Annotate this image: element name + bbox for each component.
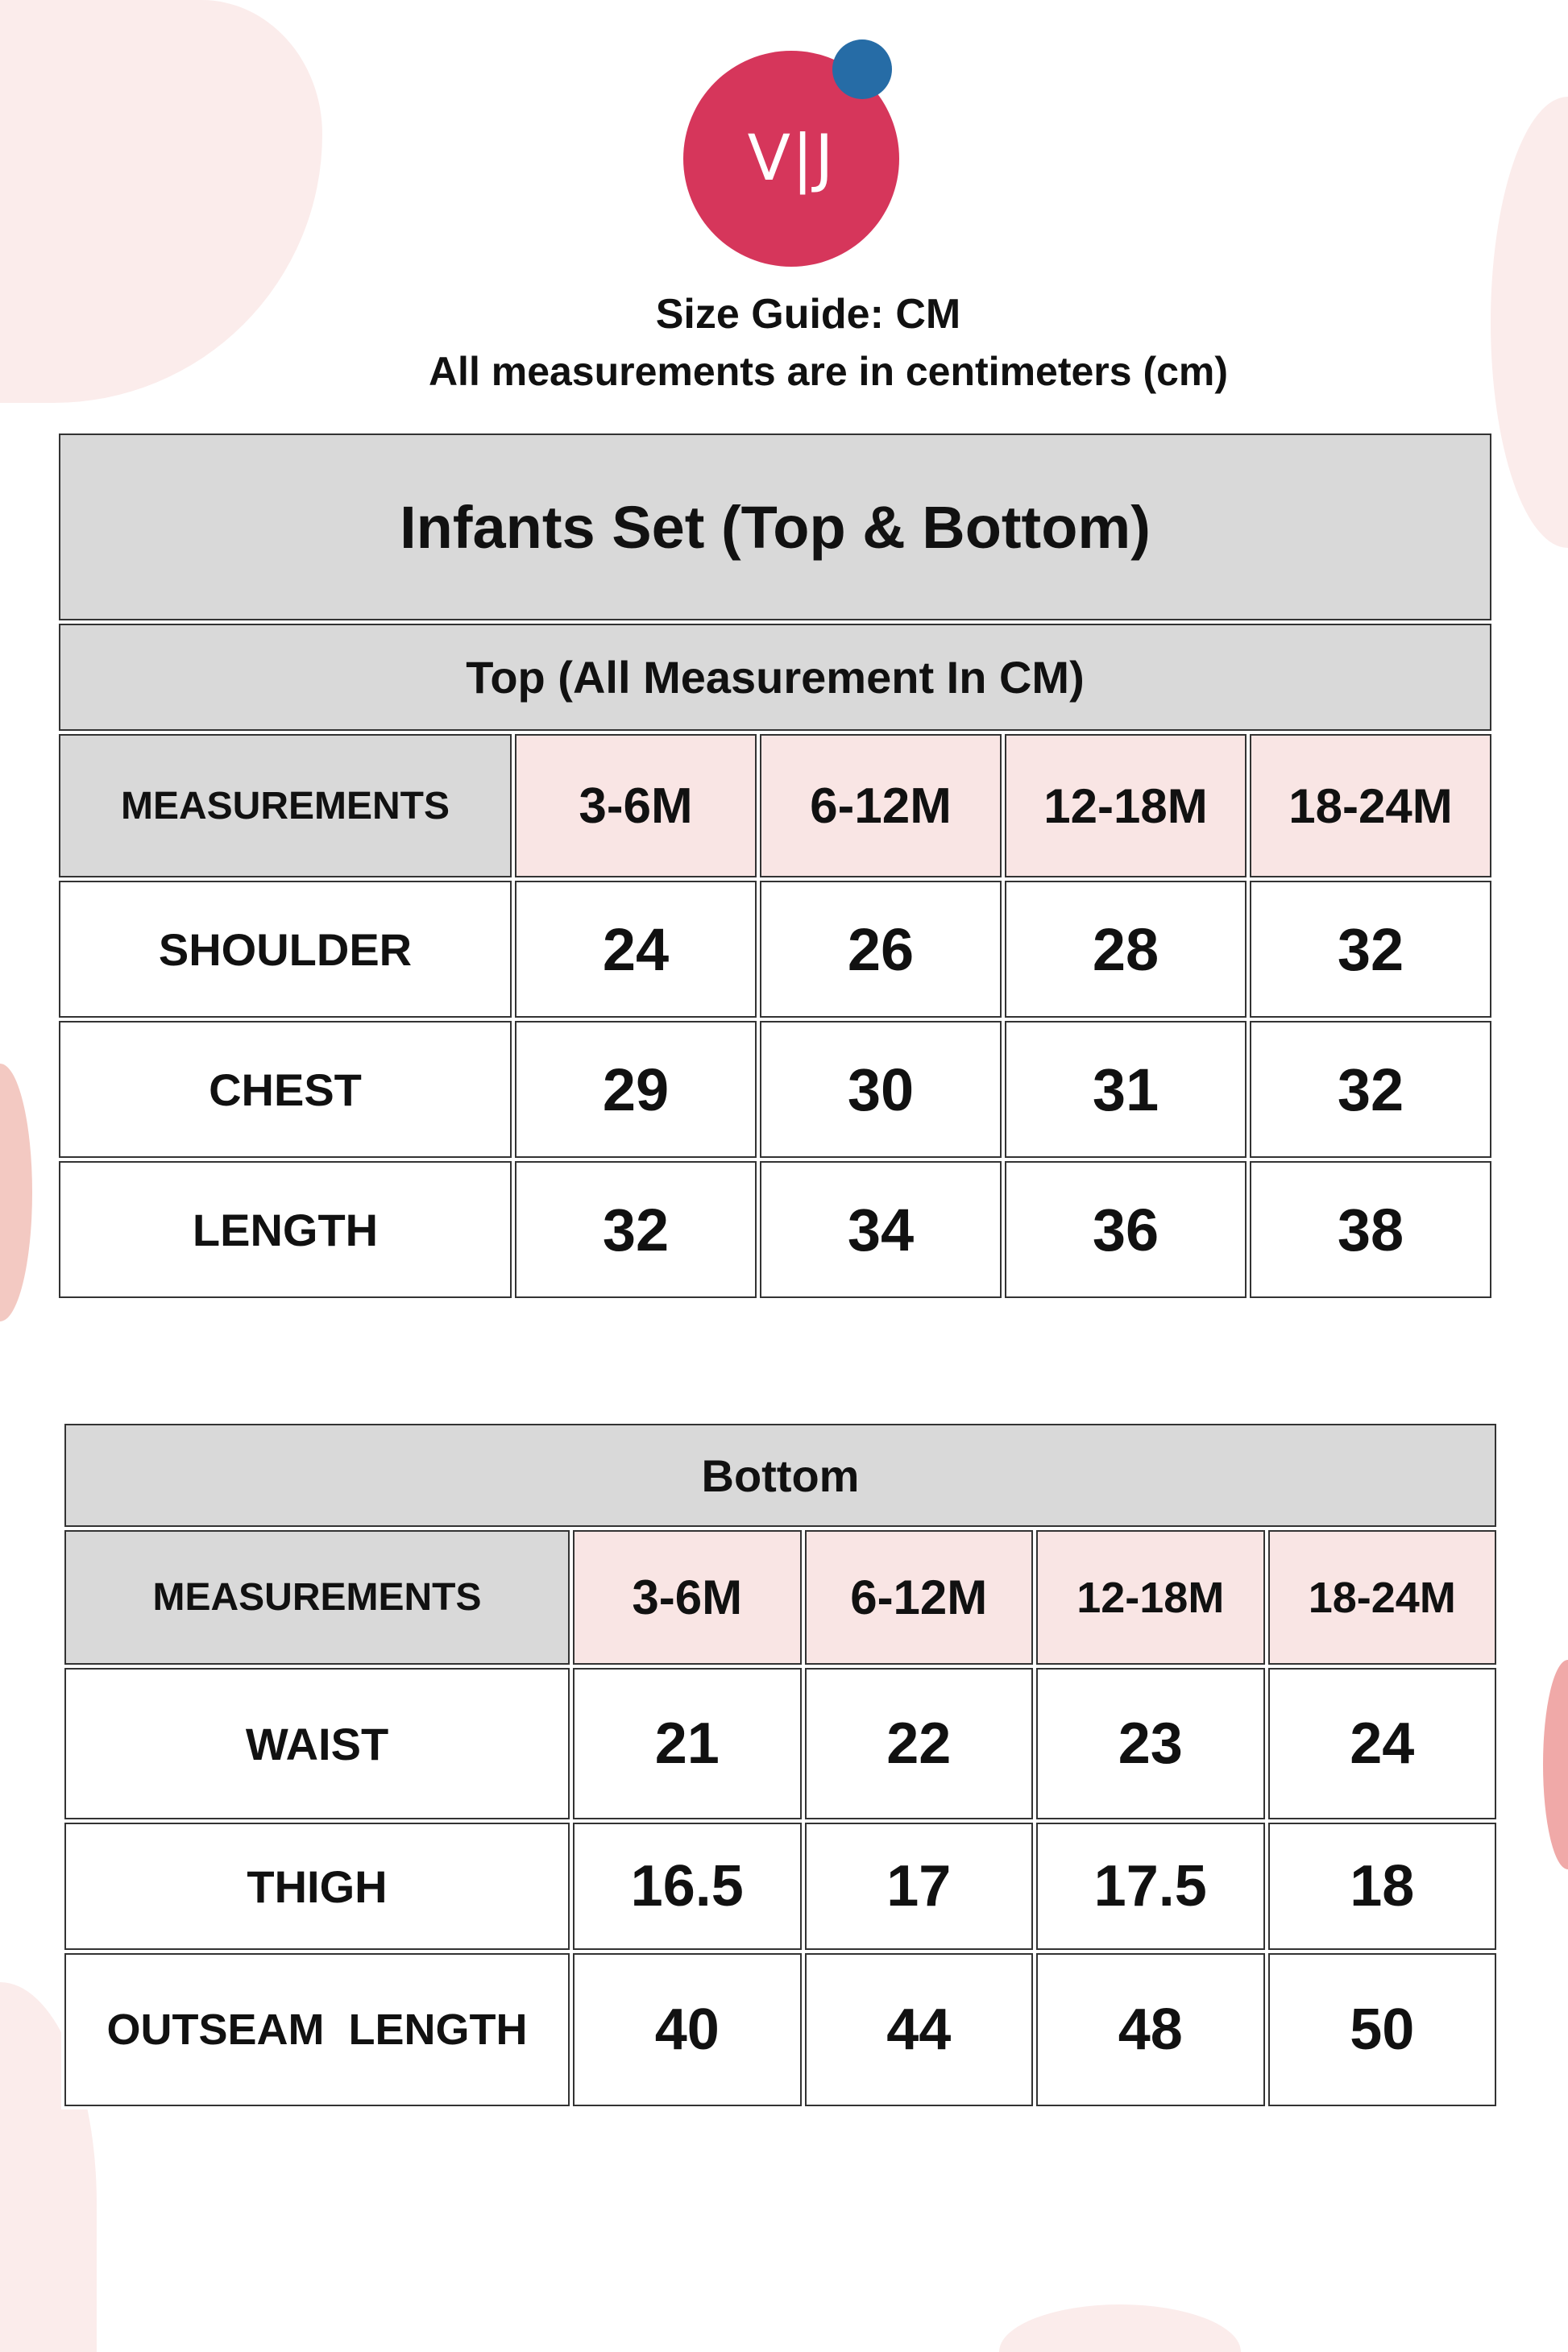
row-label: OUTSEAM LENGTH: [64, 1953, 570, 2106]
column-header: MEASUREMENTS: [64, 1530, 570, 1665]
row-label: WAIST: [64, 1668, 570, 1819]
size-header: 6-12M: [760, 734, 1002, 877]
cell-value: 32: [1250, 881, 1491, 1018]
table-row: OUTSEAM LENGTH 40 44 48 50: [64, 1953, 1496, 2106]
top-size-table: Infants Set (Top & Bottom) Top (All Meas…: [56, 430, 1495, 1301]
cell-value: 44: [804, 1953, 1033, 2106]
header-row: MEASUREMENTS 3-6M 6-12M 12-18M 18-24M: [64, 1530, 1496, 1665]
size-header: 18-24M: [1267, 1530, 1496, 1665]
cell-value: 32: [1250, 1021, 1491, 1158]
cell-value: 34: [760, 1161, 1002, 1298]
cell-value: 30: [760, 1021, 1002, 1158]
cell-value: 48: [1036, 1953, 1265, 2106]
cell-value: 32: [515, 1161, 757, 1298]
cell-value: 23: [1036, 1668, 1265, 1819]
decor-blob: [0, 0, 322, 403]
row-label: SHOULDER: [59, 881, 512, 1018]
row-label: THIGH: [64, 1823, 570, 1950]
table-row: SHOULDER 24 26 28 32: [59, 881, 1491, 1018]
page-subtitle: All measurements are in centimeters (cm): [428, 349, 1229, 394]
decor-blob: [999, 2304, 1241, 2352]
cell-value: 21: [573, 1668, 802, 1819]
cell-value: 24: [1267, 1668, 1496, 1819]
size-header: 12-18M: [1036, 1530, 1265, 1665]
decor-blob: [1543, 1660, 1568, 1869]
size-header: 6-12M: [804, 1530, 1033, 1665]
cell-value: 28: [1005, 881, 1247, 1018]
cell-value: 22: [804, 1668, 1033, 1819]
table-row: WAIST 21 22 23 24: [64, 1668, 1496, 1819]
table-row: LENGTH 32 34 36 38: [59, 1161, 1491, 1298]
logo-text: V|J: [747, 122, 836, 195]
page-title: Size Guide: CM: [655, 291, 961, 338]
cell-value: 17: [804, 1823, 1033, 1950]
size-header: 18-24M: [1250, 734, 1491, 877]
cell-value: 50: [1267, 1953, 1496, 2106]
size-header: 3-6M: [573, 1530, 802, 1665]
cell-value: 40: [573, 1953, 802, 2106]
table-title: Infants Set (Top & Bottom): [59, 433, 1491, 620]
logo-dot: [832, 39, 892, 99]
column-header: MEASUREMENTS: [59, 734, 512, 877]
cell-value: 17.5: [1036, 1823, 1265, 1950]
cell-value: 18: [1267, 1823, 1496, 1950]
table-row: CHEST 29 30 31 32: [59, 1021, 1491, 1158]
cell-value: 29: [515, 1021, 757, 1158]
size-header: 12-18M: [1005, 734, 1247, 877]
header-row: MEASUREMENTS 3-6M 6-12M 12-18M 18-24M: [59, 734, 1491, 877]
bottom-size-table: Bottom MEASUREMENTS 3-6M 6-12M 12-18M 18…: [61, 1421, 1500, 2109]
section-title: Bottom: [64, 1424, 1496, 1527]
cell-value: 26: [760, 881, 1002, 1018]
cell-value: 36: [1005, 1161, 1247, 1298]
decor-blob: [0, 1064, 32, 1321]
table-row: THIGH 16.5 17 17.5 18: [64, 1823, 1496, 1950]
row-label: CHEST: [59, 1021, 512, 1158]
cell-value: 38: [1250, 1161, 1491, 1298]
size-header: 3-6M: [515, 734, 757, 877]
row-label: LENGTH: [59, 1161, 512, 1298]
cell-value: 31: [1005, 1021, 1247, 1158]
cell-value: 24: [515, 881, 757, 1018]
section-title: Top (All Measurement In CM): [59, 624, 1491, 731]
cell-value: 16.5: [573, 1823, 802, 1950]
